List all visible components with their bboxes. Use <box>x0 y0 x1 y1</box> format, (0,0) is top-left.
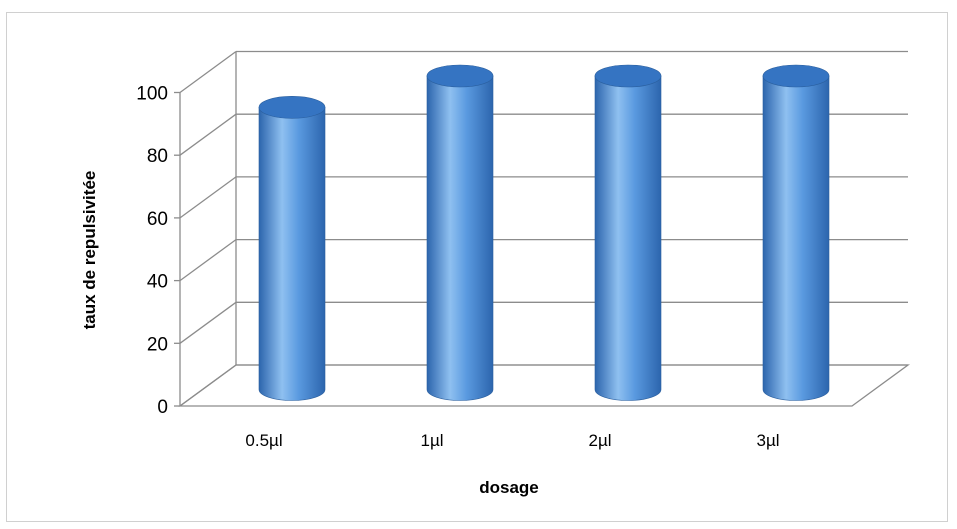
bar-0.5µl <box>258 96 326 401</box>
bar-body <box>258 107 326 401</box>
gridline-side <box>179 176 237 219</box>
y-axis-tick-labels: 0 20 40 60 80 100 <box>136 84 168 419</box>
y-tick-label: 80 <box>147 146 168 167</box>
bar-top <box>258 96 326 119</box>
gridline-side <box>179 239 237 282</box>
bar-body <box>594 75 662 401</box>
y-tick-label: 40 <box>147 272 168 293</box>
y-tick-label: 100 <box>136 84 168 105</box>
y-tick-label: 20 <box>147 334 168 355</box>
bar-top <box>594 64 662 88</box>
gridline-side <box>179 50 237 94</box>
y-axis-title: taux de repulsivitée <box>80 171 99 330</box>
bar-3µl <box>762 64 830 401</box>
x-axis-tick-labels: 0.5µl 1µl 2µl 3µl <box>245 431 779 450</box>
x-tick-label: 0.5µl <box>245 431 282 450</box>
x-tick-label: 2µl <box>588 431 611 450</box>
bar-1µl <box>426 64 494 401</box>
x-axis-title: dosage <box>479 478 539 497</box>
gridline-side <box>179 364 237 407</box>
y-tick-label: 60 <box>147 209 168 230</box>
gridline-side <box>179 301 237 344</box>
gridline-side <box>179 113 237 156</box>
x-tick-label: 3µl <box>756 431 779 450</box>
bar-top <box>426 64 494 88</box>
bar-top <box>762 64 830 88</box>
bars <box>258 64 830 401</box>
bar-2µl <box>594 64 662 401</box>
bar-body <box>426 75 494 401</box>
y-tick-label: 0 <box>157 397 168 418</box>
x-tick-label: 1µl <box>420 431 443 450</box>
bar-body <box>762 75 830 401</box>
